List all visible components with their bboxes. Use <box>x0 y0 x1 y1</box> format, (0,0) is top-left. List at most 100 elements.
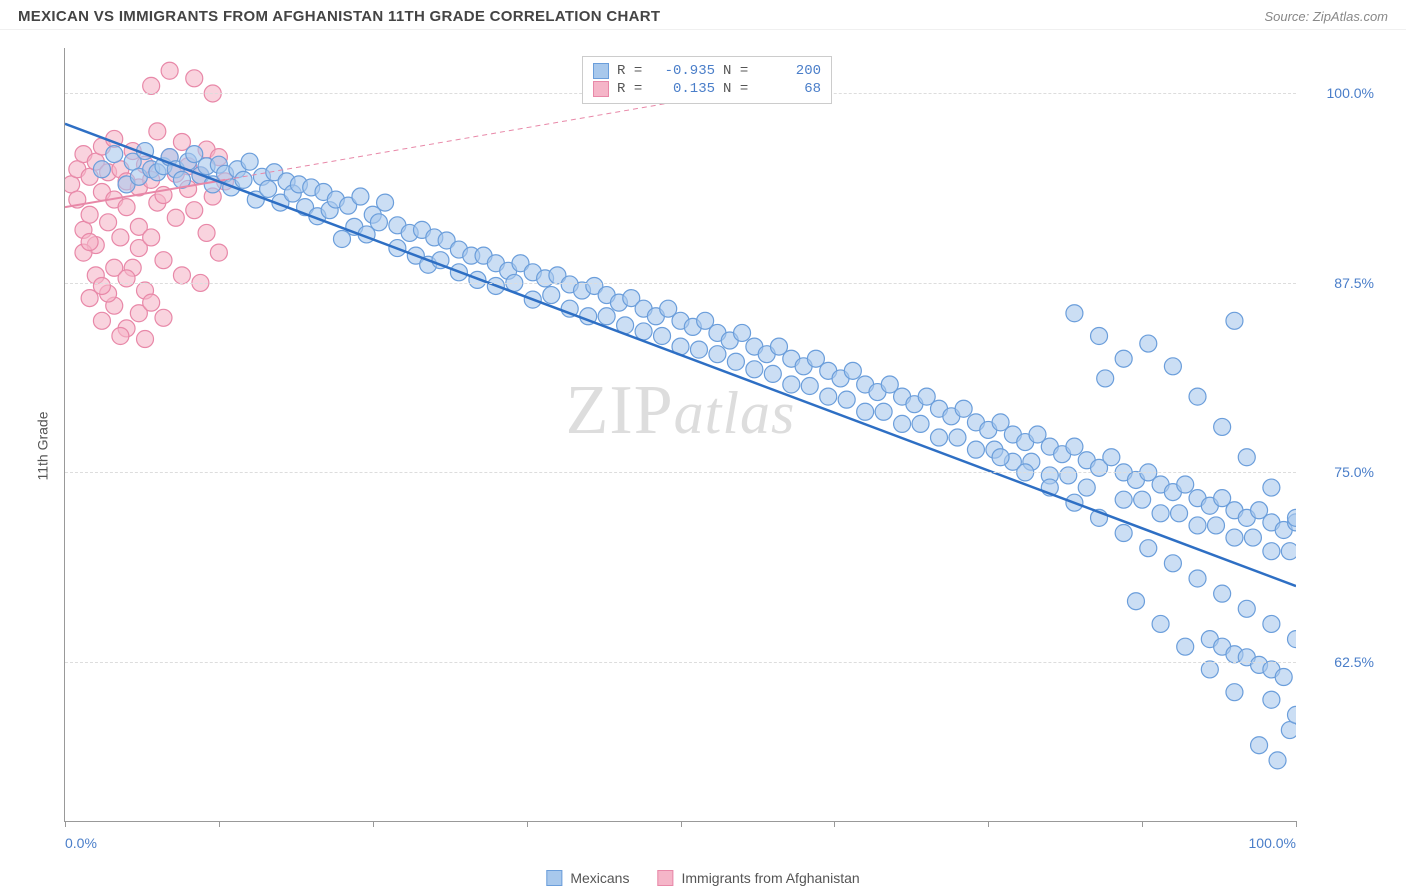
point-mexicans <box>1189 570 1206 587</box>
point-mexicans <box>1078 479 1095 496</box>
point-mexicans <box>746 361 763 378</box>
point-afghanistan <box>118 199 135 216</box>
point-mexicans <box>1134 491 1151 508</box>
chart-title: MEXICAN VS IMMIGRANTS FROM AFGHANISTAN 1… <box>18 8 660 25</box>
y-tick-label: 100.0% <box>1304 85 1374 101</box>
point-afghanistan <box>112 229 129 246</box>
point-mexicans <box>1263 543 1280 560</box>
series-legend: Mexicans Immigrants from Afghanistan <box>546 870 859 886</box>
point-mexicans <box>1115 491 1132 508</box>
chart-header: MEXICAN VS IMMIGRANTS FROM AFGHANISTAN 1… <box>0 0 1406 30</box>
legend-label-mexicans: Mexicans <box>570 870 629 886</box>
point-mexicans <box>1288 706 1297 723</box>
point-mexicans <box>1152 615 1169 632</box>
point-mexicans <box>1177 476 1194 493</box>
x-tick <box>373 821 374 827</box>
point-mexicans <box>1226 312 1243 329</box>
point-mexicans <box>912 415 929 432</box>
point-mexicans <box>1238 600 1255 617</box>
point-afghanistan <box>210 244 227 261</box>
point-mexicans <box>1226 529 1243 546</box>
point-afghanistan <box>118 270 135 287</box>
point-afghanistan <box>143 294 160 311</box>
x-tick <box>988 821 989 827</box>
y-tick-label: 75.0% <box>1304 464 1374 480</box>
chart-container: ZIPatlas R = -0.935 N = 200 R = 0.135 N … <box>50 48 1386 842</box>
point-mexicans <box>106 146 123 163</box>
point-mexicans <box>1244 529 1261 546</box>
point-mexicans <box>838 391 855 408</box>
x-tick <box>65 821 66 827</box>
point-mexicans <box>734 324 751 341</box>
point-mexicans <box>1164 358 1181 375</box>
point-mexicans <box>93 161 110 178</box>
point-mexicans <box>931 429 948 446</box>
point-mexicans <box>654 327 671 344</box>
point-mexicans <box>894 415 911 432</box>
point-mexicans <box>857 403 874 420</box>
chart-source: Source: ZipAtlas.com <box>1264 9 1388 24</box>
r-label: R = <box>617 81 649 97</box>
point-mexicans <box>1251 737 1268 754</box>
point-mexicans <box>1140 540 1157 557</box>
point-afghanistan <box>149 123 166 140</box>
x-tick-label: 0.0% <box>65 835 97 851</box>
x-tick <box>1142 821 1143 827</box>
point-mexicans <box>949 429 966 446</box>
legend-row-mexicans: R = -0.935 N = 200 <box>593 63 821 79</box>
x-tick-label: 100.0% <box>1249 835 1296 851</box>
swatch-mexicans <box>546 870 562 886</box>
point-mexicans <box>844 362 861 379</box>
x-tick <box>219 821 220 827</box>
point-mexicans <box>1189 388 1206 405</box>
r-label: R = <box>617 63 649 79</box>
swatch-afghanistan <box>657 870 673 886</box>
point-mexicans <box>1177 638 1194 655</box>
point-mexicans <box>1066 438 1083 455</box>
point-afghanistan <box>65 176 80 193</box>
n-label: N = <box>723 81 755 97</box>
point-mexicans <box>764 365 781 382</box>
point-afghanistan <box>167 209 184 226</box>
point-mexicans <box>370 214 387 231</box>
point-mexicans <box>1201 661 1218 678</box>
gridline-h <box>65 472 1296 473</box>
point-mexicans <box>1060 467 1077 484</box>
point-mexicans <box>598 308 615 325</box>
point-mexicans <box>241 153 258 170</box>
point-mexicans <box>1281 543 1296 560</box>
point-mexicans <box>352 188 369 205</box>
point-mexicans <box>1207 517 1224 534</box>
gridline-h <box>65 662 1296 663</box>
point-afghanistan <box>81 234 98 251</box>
swatch-afghanistan <box>593 81 609 97</box>
point-afghanistan <box>155 309 172 326</box>
point-mexicans <box>955 400 972 417</box>
n-label: N = <box>723 63 755 79</box>
x-tick <box>681 821 682 827</box>
trendline-mexicans <box>65 124 1296 586</box>
scatter-svg <box>65 48 1296 821</box>
r-value-mexicans: -0.935 <box>657 63 715 79</box>
swatch-mexicans <box>593 63 609 79</box>
legend-item-afghanistan: Immigrants from Afghanistan <box>657 870 859 886</box>
point-afghanistan <box>155 252 172 269</box>
point-mexicans <box>1115 525 1132 542</box>
point-afghanistan <box>93 277 110 294</box>
point-mexicans <box>1238 449 1255 466</box>
y-tick-label: 62.5% <box>1304 654 1374 670</box>
point-mexicans <box>260 180 277 197</box>
x-tick <box>834 821 835 827</box>
point-afghanistan <box>93 312 110 329</box>
point-mexicans <box>1189 517 1206 534</box>
point-mexicans <box>1097 370 1114 387</box>
n-value-mexicans: 200 <box>763 63 821 79</box>
point-mexicans <box>1281 722 1296 739</box>
point-mexicans <box>875 403 892 420</box>
legend-label-afghanistan: Immigrants from Afghanistan <box>681 870 859 886</box>
legend-item-mexicans: Mexicans <box>546 870 629 886</box>
gridline-h <box>65 283 1296 284</box>
legend-row-afghanistan: R = 0.135 N = 68 <box>593 81 821 97</box>
point-mexicans <box>820 388 837 405</box>
point-mexicans <box>690 341 707 358</box>
